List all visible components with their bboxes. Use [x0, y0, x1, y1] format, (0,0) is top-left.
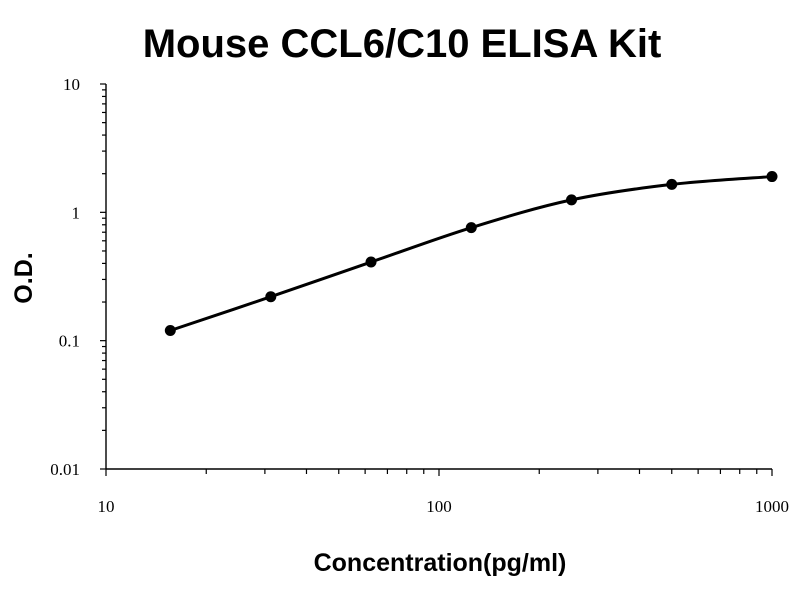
data-point: [465, 222, 477, 234]
data-point: [265, 291, 277, 303]
data-point: [566, 194, 578, 206]
y-tick-label: 10: [63, 75, 80, 94]
data-point: [365, 256, 377, 268]
y-axis-title: O.D.: [10, 252, 38, 303]
series-line: [168, 175, 774, 333]
data-point: [666, 178, 678, 190]
x-tick-label: 1000: [755, 497, 789, 516]
x-tick-label: 100: [426, 497, 452, 516]
x-tick-label: 10: [98, 497, 115, 516]
y-tick-label: 0.1: [59, 332, 80, 351]
y-tick-label: 1: [72, 203, 81, 222]
series: [164, 171, 778, 337]
x-axis-title: Concentration(pg/ml): [314, 549, 567, 577]
y-tick-label: 0.01: [50, 460, 80, 479]
chart-title: Mouse CCL6/C10 ELISA Kit: [143, 22, 662, 66]
data-point: [766, 171, 778, 183]
tick-labels: 0.01 0.1 1 10 10 100 1000: [50, 75, 789, 516]
axes: [100, 83, 773, 476]
data-point: [164, 325, 176, 337]
